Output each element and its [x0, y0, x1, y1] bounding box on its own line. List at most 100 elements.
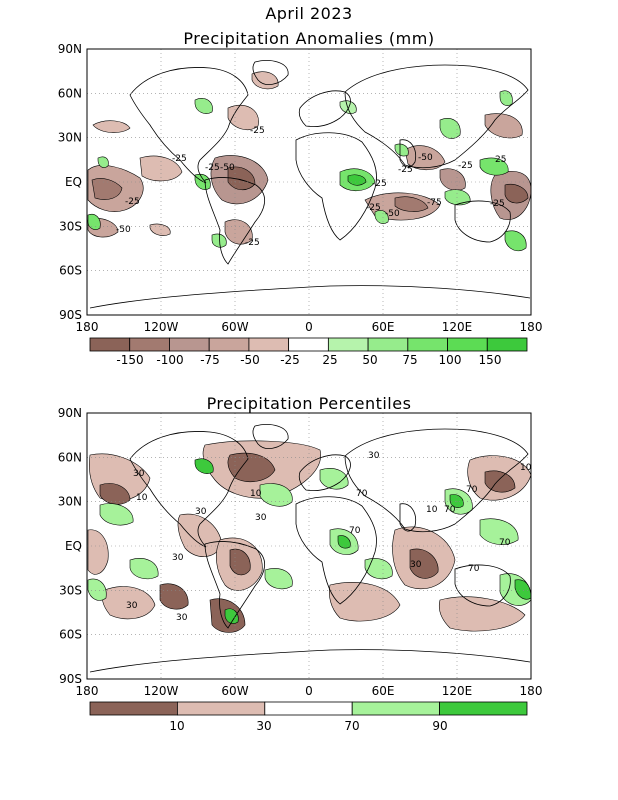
colorbar-label: 30 [256, 719, 271, 733]
antarctica-outline [89, 649, 531, 673]
lat-label: 30N [58, 131, 82, 145]
percentile-colorbar-labels: 10 30 70 90 [169, 719, 447, 733]
lat-label: 60N [58, 450, 82, 464]
contour-label: 70 [444, 505, 456, 515]
lon-label: 120E [442, 320, 473, 334]
lat-label: 30N [58, 495, 82, 509]
contour-label: 30 [133, 469, 145, 479]
australia-outline [454, 564, 511, 607]
contour-label: 10 [426, 505, 438, 515]
wet-percentile-brazil-south [224, 608, 239, 624]
contour-label: 30 [126, 601, 138, 611]
lat-label: 90N [58, 406, 82, 420]
lat-label: 60S [59, 264, 82, 278]
colorbar-swatch [176, 701, 266, 716]
lon-label: 60W [221, 320, 248, 334]
south-america-outline [204, 177, 265, 265]
wet-percentile-east-asia-core [449, 494, 464, 508]
contour-label: -50 [418, 153, 433, 163]
anomaly-panel-title: Precipitation Anomalies (mm) [183, 29, 435, 48]
contour-label: 30 [410, 560, 422, 570]
asia-outline [344, 64, 529, 169]
lat-label: EQ [65, 175, 82, 189]
colorbar-swatch [248, 337, 290, 352]
colorbar-swatch [129, 337, 170, 352]
colorbar-label: 75 [402, 353, 417, 367]
colorbar-label: -75 [200, 353, 220, 367]
percentile-map: 30 10 30 30 10 70 30 70 70 30 10 70 70 7… [58, 406, 543, 733]
contour-label: 30 [172, 553, 184, 563]
colorbar-label: -25 [280, 353, 300, 367]
percentile-contour-labels: 30 10 30 30 10 70 30 70 70 30 10 70 70 7… [126, 451, 532, 623]
lon-label: 0 [305, 684, 313, 698]
contour-label: 70 [356, 489, 368, 499]
dry-percentile-west-pacific-core [484, 470, 516, 493]
dry-anomaly-west-pacific [484, 113, 523, 139]
india-outline [399, 503, 417, 532]
contour-label: -50 [385, 209, 400, 219]
colorbar-swatch [327, 337, 369, 352]
contour-label: -25 [366, 203, 381, 213]
anomaly-lat-labels: 90N 60N 30N EQ 30S 60S 90S [58, 42, 82, 322]
colorbar-swatch [89, 337, 131, 352]
anomaly-contour-labels: -25 -25 -25 -50 -25 -25 -50 -25 -25 -75 … [116, 126, 506, 248]
dry-anomaly-central-america [139, 155, 183, 182]
australia-outline [454, 200, 511, 243]
contour-label: -25 [372, 179, 387, 189]
wet-percentile-north-atlantic [259, 483, 293, 507]
wet-percentile-dateline [479, 518, 519, 545]
lon-label: 180 [76, 684, 99, 698]
lon-label: 180 [76, 320, 99, 334]
percentile-colorbar [89, 701, 528, 716]
colorbar-swatch [264, 701, 353, 716]
dry-anomaly-east-pacific-core [91, 178, 123, 200]
colorbar-label: 150 [479, 353, 502, 367]
contour-label: -50 [220, 163, 235, 173]
colorbar-swatch [288, 337, 329, 352]
dry-anomaly-maritime [439, 168, 466, 191]
percentile-lat-labels: 90N 60N 30N EQ 30S 60S 90S [58, 406, 82, 686]
wet-anomaly-mexico [194, 173, 211, 190]
dry-anomaly-south-pacific [149, 223, 171, 236]
contour-label: -50 [116, 225, 131, 235]
europe-outline [298, 90, 351, 127]
contour-label: 25 [495, 155, 506, 165]
contour-label: 10 [250, 489, 262, 499]
lat-label: 60S [59, 628, 82, 642]
dry-percentile-north-america-core [227, 452, 276, 483]
antarctica-outline [89, 285, 531, 309]
colorbar-label: -100 [156, 353, 183, 367]
dry-anomaly-south-america-core [227, 166, 256, 191]
wet-anomaly-philippines [479, 157, 509, 176]
lat-label: 90N [58, 42, 82, 56]
contour-label: 30 [255, 513, 267, 523]
wet-percentile-north-pacific [99, 503, 134, 526]
wet-anomaly-east-africa [374, 210, 389, 224]
dry-percentile-south-indian [329, 582, 401, 622]
wet-anomaly-central-asia [339, 100, 357, 114]
colorbar-label: 70 [344, 719, 359, 733]
wet-anomaly-australia-east [504, 230, 527, 252]
lon-label: 180 [520, 684, 543, 698]
colorbar-label: 100 [439, 353, 462, 367]
north-america-outline [129, 67, 249, 184]
wet-percentile-southeast-pacific [129, 558, 159, 580]
wet-anomaly-canada [194, 98, 213, 114]
contour-label: 30 [195, 507, 207, 517]
lon-label: 0 [305, 320, 313, 334]
asia-outline [344, 428, 529, 533]
africa-outline [295, 496, 377, 605]
lon-label: 120W [144, 684, 179, 698]
colorbar-label: 10 [169, 719, 184, 733]
percentile-blobs [87, 440, 531, 633]
contour-label: -25 [490, 199, 505, 209]
dry-percentile-south-pacific [101, 586, 156, 620]
colorbar-swatch [367, 337, 409, 352]
colorbar-swatch [486, 337, 528, 352]
lon-label: 180 [520, 320, 543, 334]
dry-anomaly-dateline-core [504, 183, 529, 204]
dry-anomaly-indian-ocean-core [394, 196, 429, 212]
south-america-outline [204, 541, 265, 629]
anomaly-map: -25 -25 -25 -50 -25 -25 -50 -25 -25 -75 … [58, 42, 543, 367]
main-title: April 2023 [265, 4, 353, 23]
